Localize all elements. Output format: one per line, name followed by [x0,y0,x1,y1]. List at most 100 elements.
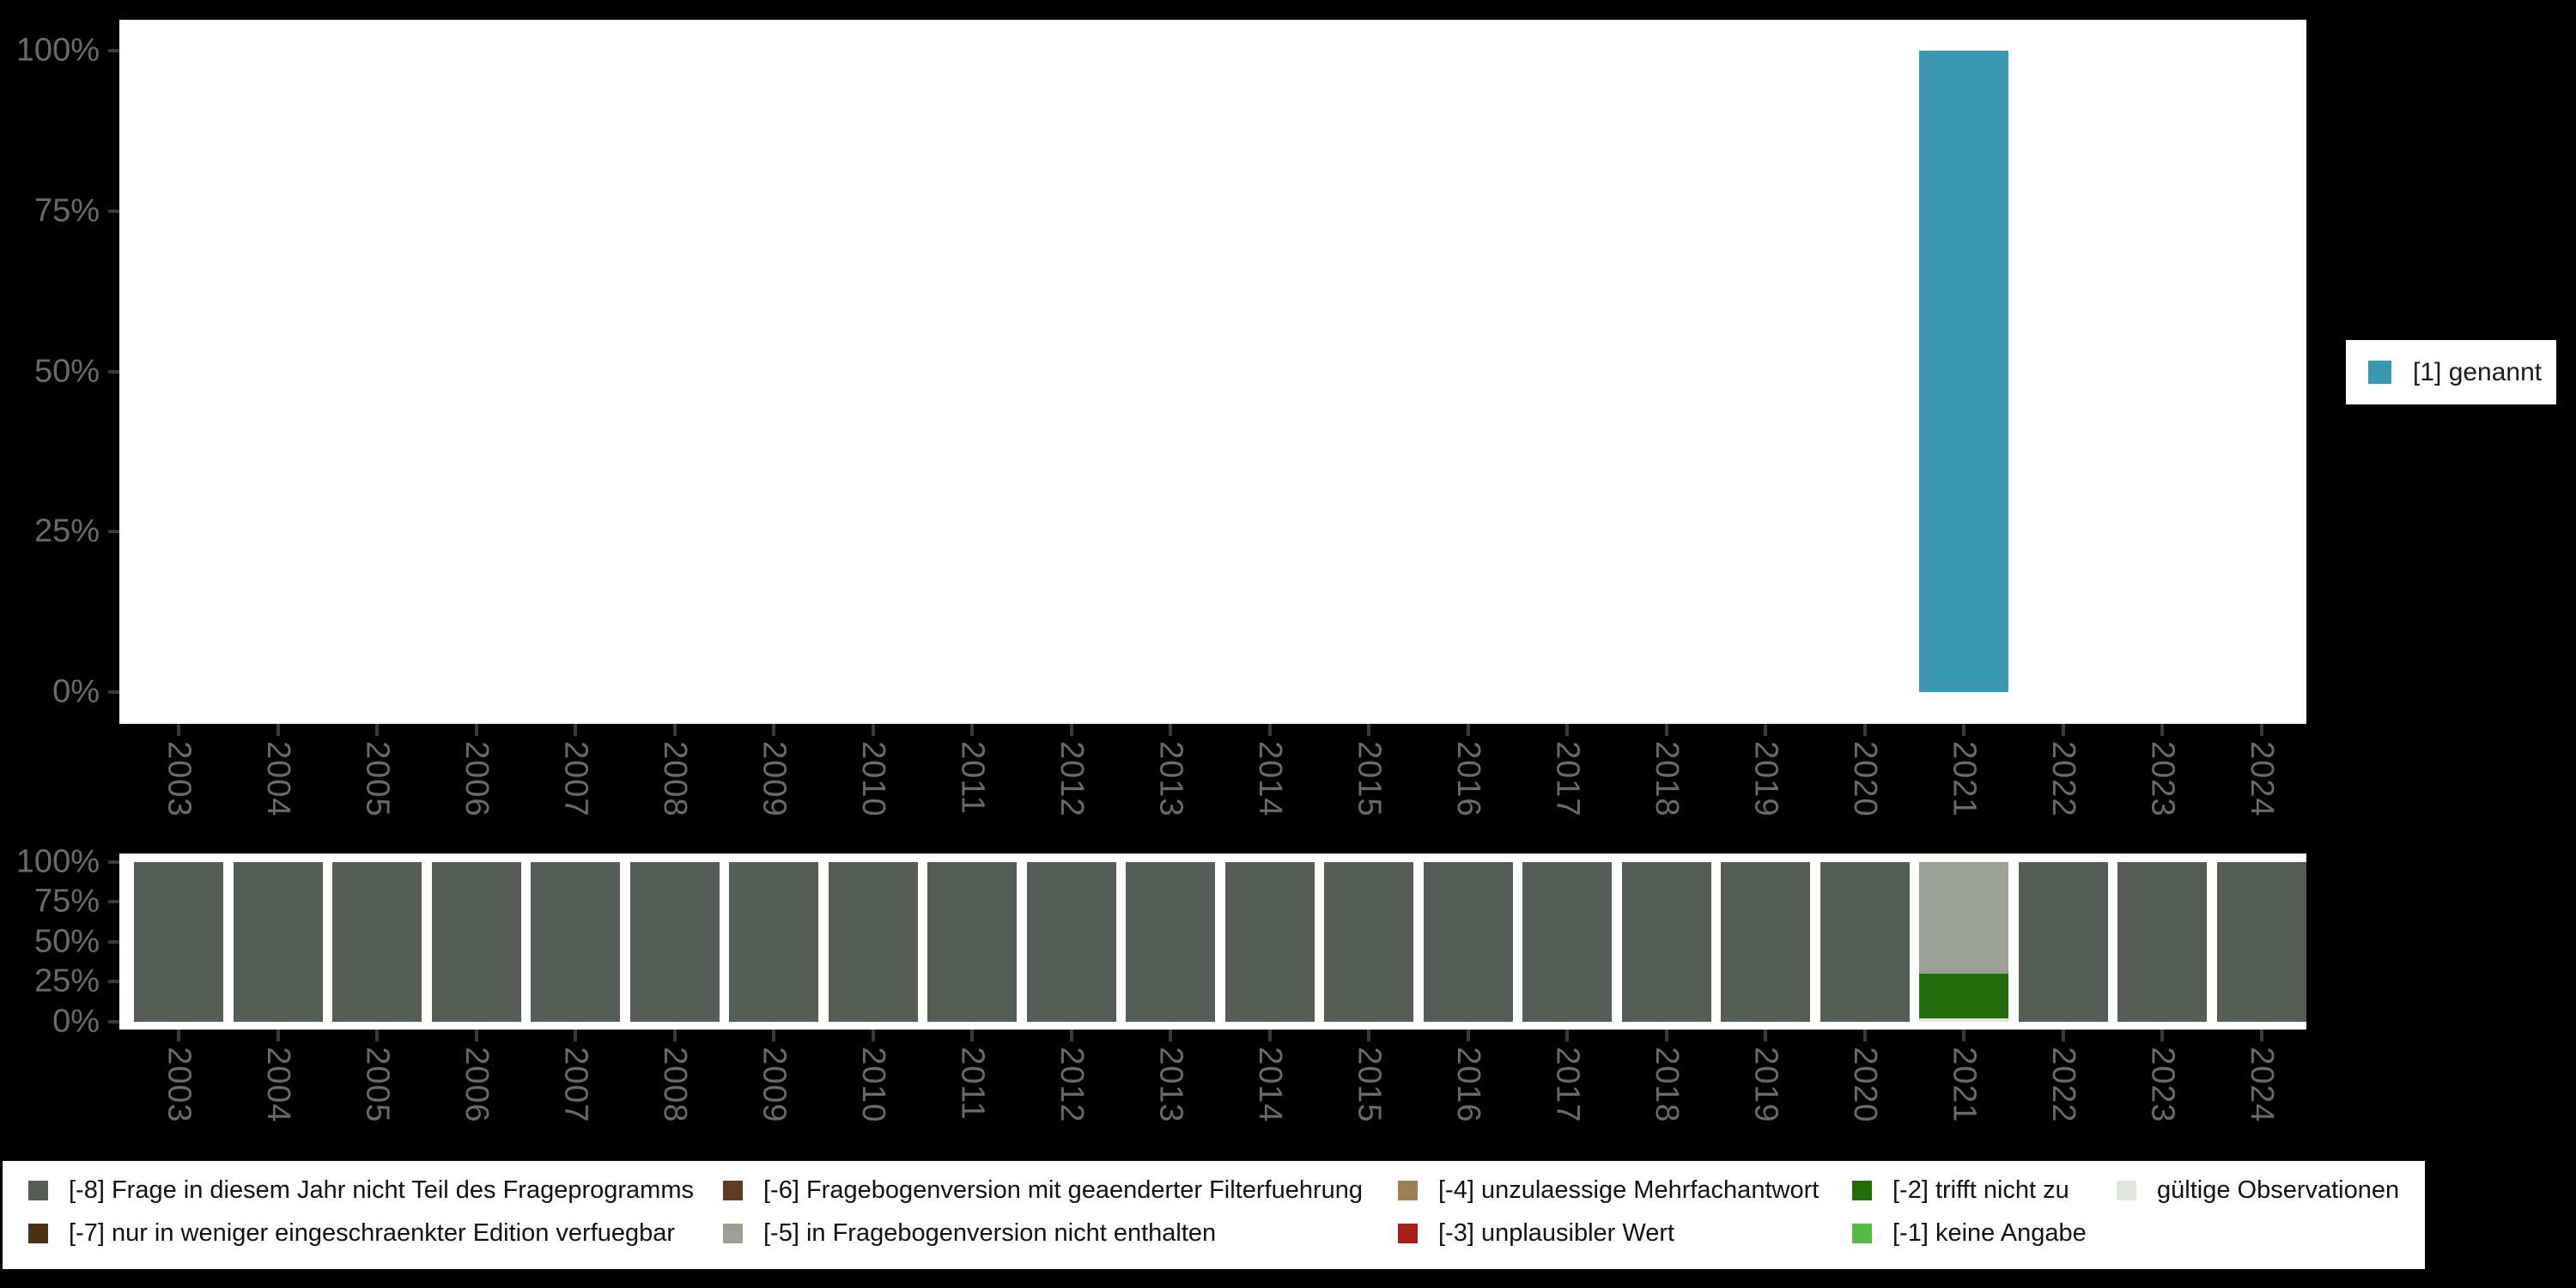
bar-segment-2008[interactable] [629,861,720,1022]
x-axis-tick [1069,724,1073,736]
bar-segment-2014[interactable] [1224,861,1315,1022]
x-axis-tick [1664,724,1668,736]
legend-label: [-1] keine Angabe [1893,1219,2087,1247]
bar-segment-2023[interactable] [2117,861,2207,1022]
x-axis-tick [672,724,677,736]
x-axis-tick [1267,724,1272,736]
legend-label: [-5] in Fragebogenversion nicht enthalte… [763,1219,1217,1247]
y-axis-tick [108,980,119,984]
bar-segment-2021[interactable] [1919,974,2008,1019]
y-tick-label: 75% [33,883,100,920]
x-tick-label: 2005 [359,1047,396,1123]
x-tick-label: 2015 [1351,741,1388,817]
legend-swatch [723,1181,743,1200]
x-tick-label: 2011 [954,1047,991,1121]
x-tick-label: 2014 [1252,741,1288,817]
bar-segment-2006[interactable] [431,861,521,1022]
x-axis-tick [1367,1030,1370,1042]
x-tick-label: 2007 [557,741,594,817]
bar-segment-2007[interactable] [531,861,620,1022]
bar-segment-2012[interactable] [1026,861,1116,1022]
bar-segment-2020[interactable] [1820,861,1910,1022]
y-axis-tick [108,900,119,904]
y-tick-label: 25% [33,513,100,550]
bar-segment-2015[interactable] [1324,861,1413,1022]
x-axis-tick [1367,724,1370,736]
bar-segment-2004[interactable] [233,861,323,1022]
bar-segment-2019[interactable] [1721,861,1810,1022]
bar-segment-2011[interactable] [927,861,1017,1022]
x-tick-label: 2024 [2244,1047,2280,1123]
y-tick-label: 0% [52,1003,100,1040]
bar-segment-2005[interactable] [332,861,422,1022]
x-tick-label: 2003 [161,741,197,817]
legend-swatch [1852,1181,1872,1200]
x-axis-tick [1267,1030,1272,1042]
bar-segment-2013[interactable] [1126,861,1215,1022]
x-tick-label: 2016 [1450,741,1486,817]
bar-segment-2021[interactable] [1919,861,2008,975]
x-axis-tick [2259,724,2263,736]
x-tick-label: 2023 [2144,741,2181,817]
x-axis-tick [871,724,875,736]
genannt-legend-swatch [2368,361,2391,384]
x-axis-tick [1764,1030,1767,1042]
x-tick-label: 2021 [1946,1047,1983,1123]
y-axis-tick [108,369,119,374]
legend-swatch [1398,1181,1418,1200]
y-axis-tick [108,1020,119,1024]
bar-segment-2021[interactable] [1919,1018,2008,1022]
x-axis-tick [1466,1030,1470,1042]
legend-swatch [1852,1224,1872,1243]
bar-segment-2018[interactable] [1621,861,1711,1022]
genannt-legend-label: [1] genannt [2413,358,2543,386]
y-tick-label: 0% [52,673,100,710]
y-tick-label: 25% [33,963,100,999]
x-axis-tick [177,724,180,736]
bar-segment-2024[interactable] [2216,861,2306,1022]
x-tick-label: 2013 [1152,1047,1189,1123]
bar-segment-2009[interactable] [729,861,818,1022]
x-axis-tick [970,724,974,736]
bar-segment-2021[interactable] [1919,51,2008,692]
x-axis-tick [1764,724,1767,736]
y-axis-tick [108,690,119,694]
x-tick-label: 2006 [459,741,495,817]
x-tick-label: 2023 [2144,1047,2181,1123]
x-tick-label: 2008 [657,1047,693,1123]
x-axis-tick [1862,724,1867,736]
x-axis-tick [1962,724,1965,736]
x-tick-label: 2020 [1847,741,1883,817]
y-tick-label: 50% [33,353,100,389]
legend-label: [-8] Frage in diesem Jahr nicht Teil des… [69,1176,694,1204]
x-axis-tick [1862,1030,1867,1042]
x-tick-label: 2004 [260,1047,296,1123]
x-axis-tick [1664,1030,1668,1042]
x-axis-tick [1169,1030,1172,1042]
x-tick-label: 2019 [1747,1047,1784,1123]
x-tick-label: 2014 [1252,1047,1288,1123]
bar-segment-2017[interactable] [1522,861,1612,1022]
y-tick-label: 50% [33,923,100,960]
x-axis-tick [574,724,577,736]
x-axis-tick [2160,724,2164,736]
missings-legend: [-8] Frage in diesem Jahr nicht Teil des… [3,1161,2425,1269]
x-tick-label: 2012 [1054,1047,1090,1123]
x-axis-tick [1962,1030,1965,1042]
x-tick-label: 2011 [954,741,991,815]
x-tick-label: 2005 [359,741,396,817]
bar-segment-2010[interactable] [828,861,918,1022]
y-axis-tick [108,939,119,944]
legend-swatch [723,1224,743,1243]
bar-segment-2016[interactable] [1423,861,1513,1022]
bar-segment-2022[interactable] [2018,861,2108,1022]
x-tick-label: 2020 [1847,1047,1883,1123]
x-axis-tick [2160,1030,2164,1042]
x-tick-label: 2024 [2244,741,2280,817]
legend-label: [-7] nur in weniger eingeschraenkter Edi… [69,1219,676,1247]
x-tick-label: 2022 [2045,1047,2081,1123]
x-axis-tick [474,724,478,736]
x-axis-tick [2061,1030,2065,1042]
bar-segment-2003[interactable] [134,861,223,1022]
